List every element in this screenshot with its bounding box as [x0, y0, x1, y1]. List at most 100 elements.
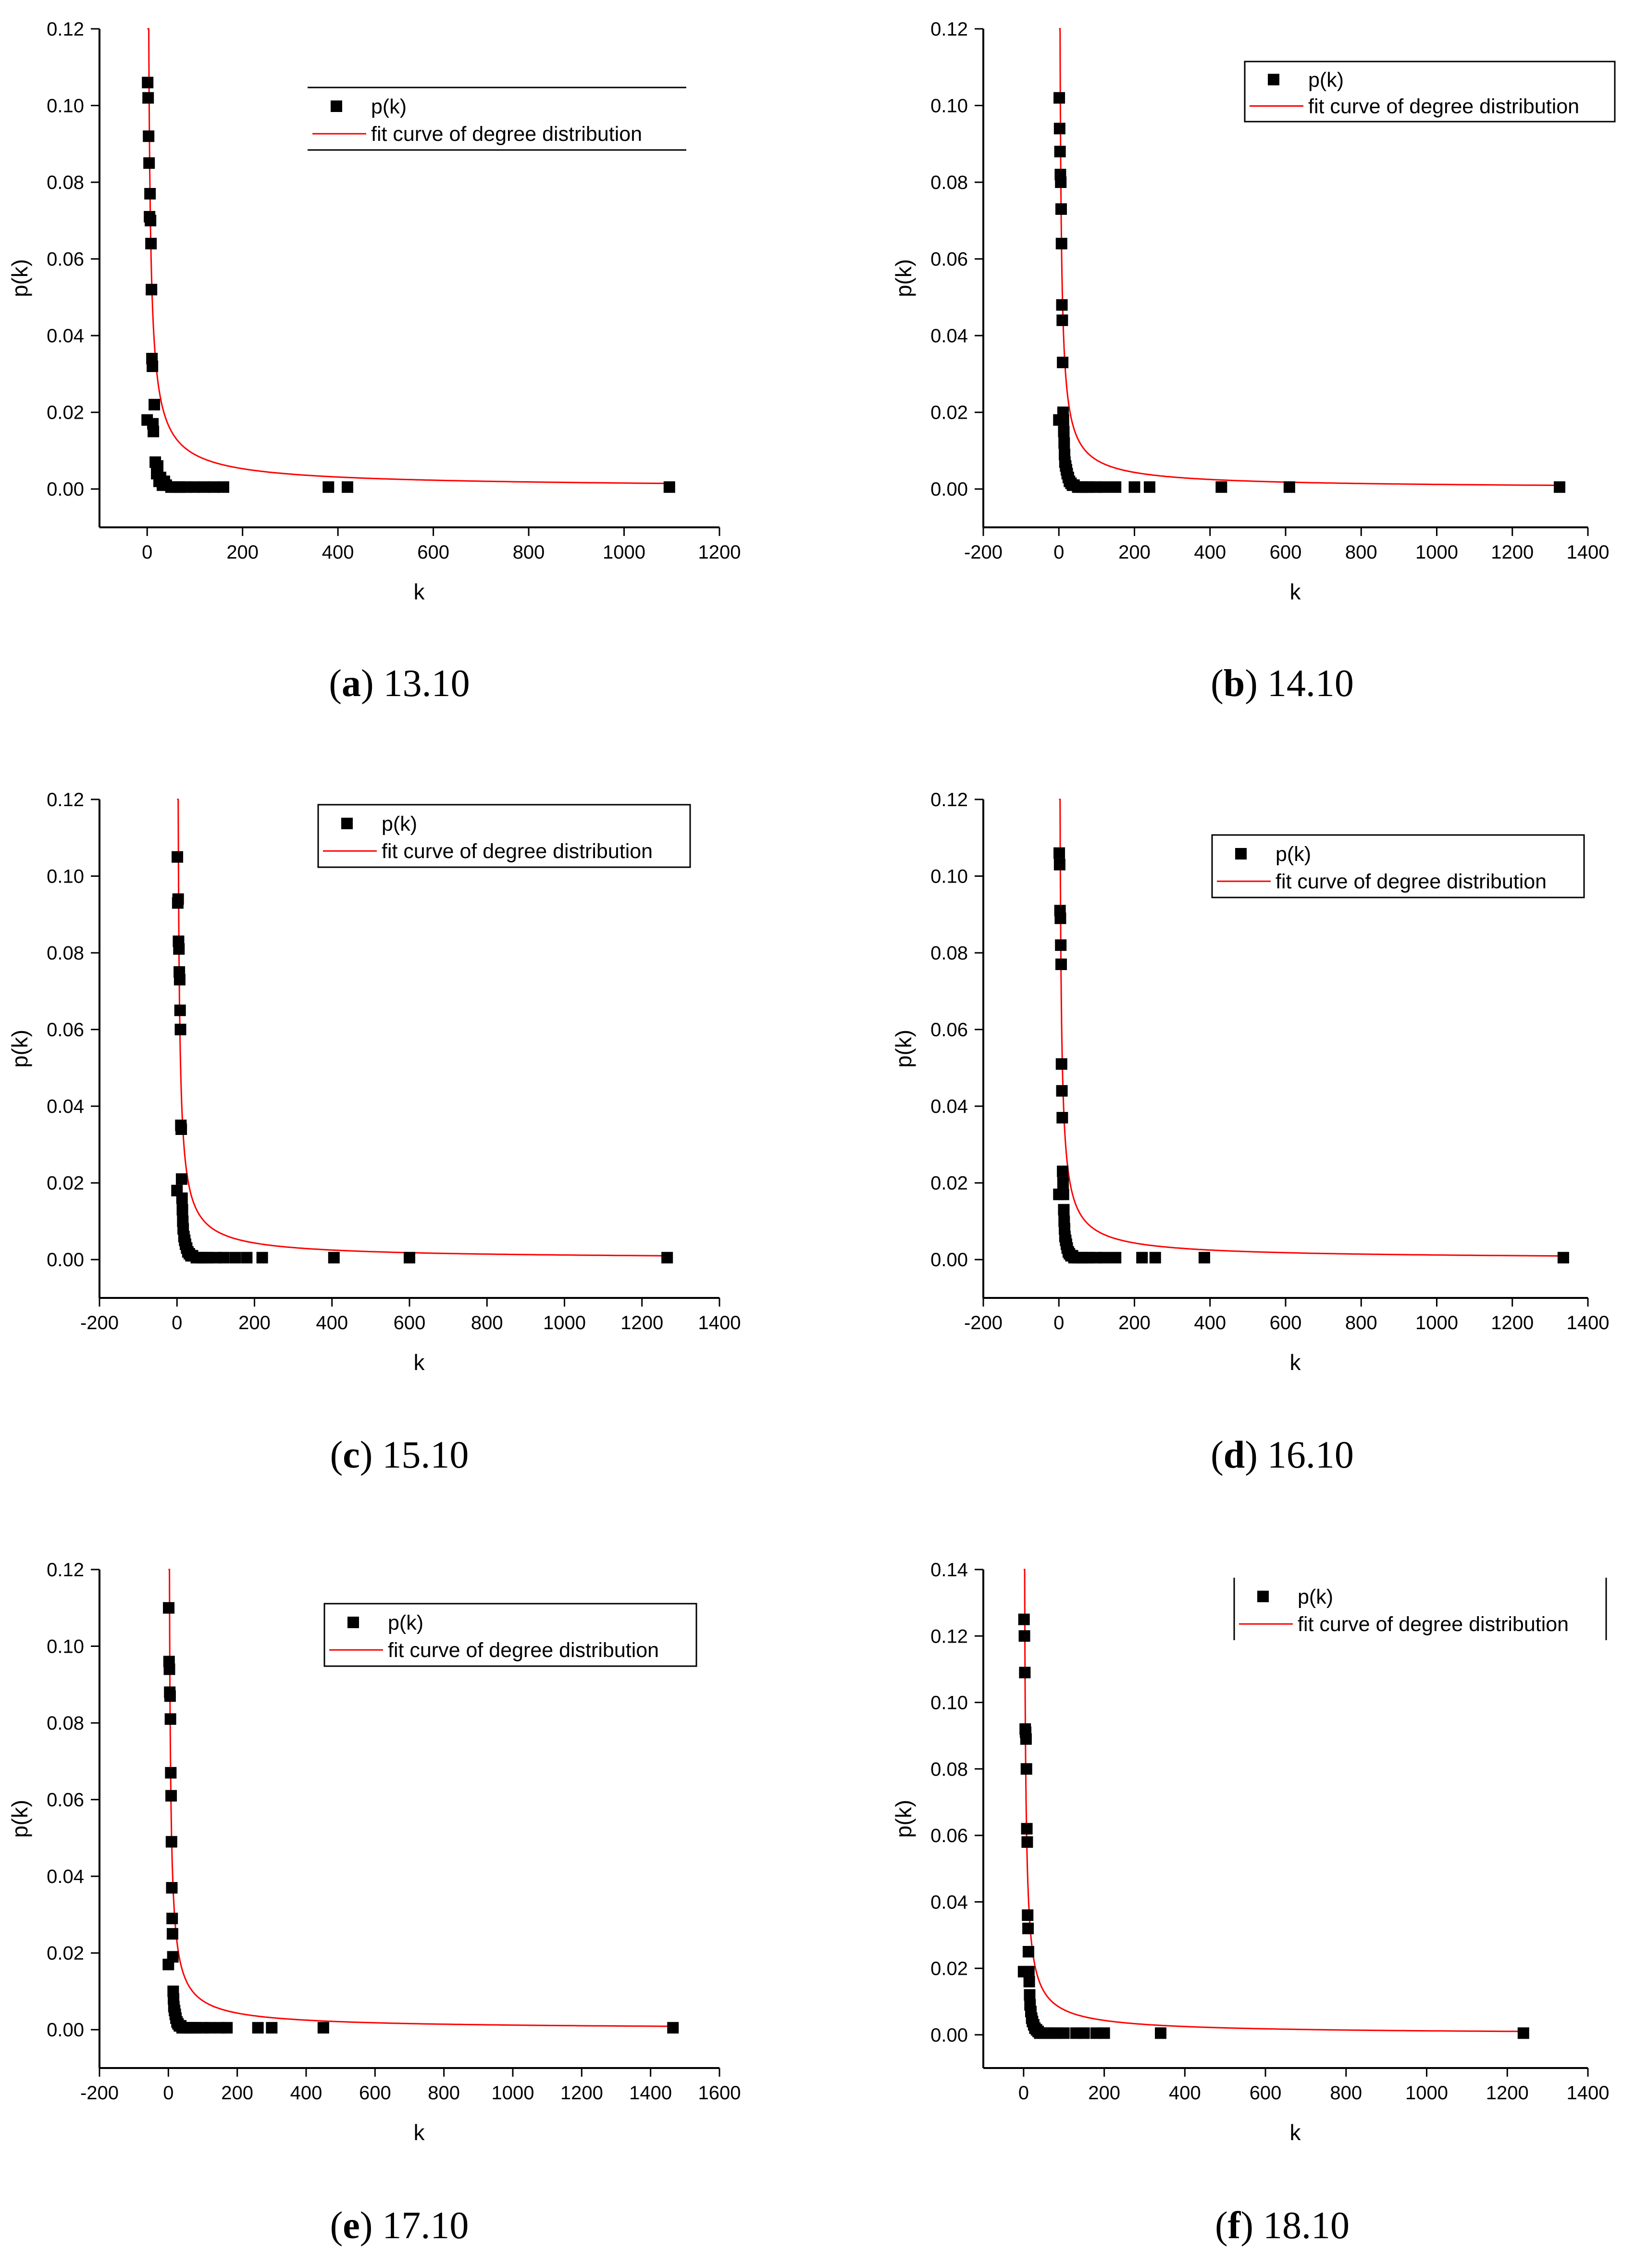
x-tick-label: 1200: [1491, 1312, 1534, 1333]
x-tick-label: 200: [226, 542, 259, 563]
panel-letter: b: [1224, 662, 1245, 705]
data-point: [1056, 1085, 1068, 1097]
x-tick-label: 200: [238, 1312, 271, 1333]
data-point: [404, 1252, 415, 1264]
data-point: [229, 1252, 241, 1264]
data-point: [165, 1836, 177, 1848]
panel-caption: (c) 15.10: [330, 1434, 469, 1476]
y-tick-label: 0.04: [930, 1892, 968, 1913]
y-tick-label: 0.10: [930, 1693, 968, 1714]
y-tick-label: 0.08: [930, 943, 968, 964]
data-point: [1053, 92, 1065, 104]
legend-entry-fit: fit curve of degree distribution: [382, 840, 653, 863]
legend-entry-fit: fit curve of degree distribution: [388, 1639, 659, 1662]
data-point: [1055, 203, 1067, 215]
y-axis-title: p(k): [891, 1800, 916, 1838]
x-tick-label: 1400: [629, 2082, 672, 2104]
x-tick-label: 600: [1270, 1312, 1302, 1333]
data-point: [1078, 2027, 1090, 2039]
data-point: [164, 1713, 176, 1725]
data-point: [172, 851, 184, 863]
y-tick-label: 0.02: [930, 1958, 968, 1980]
data-point: [1055, 939, 1067, 951]
data-point: [342, 481, 353, 493]
y-tick-label: 0.04: [47, 1866, 84, 1887]
x-tick-label: 1200: [1491, 542, 1534, 563]
y-axis-title: p(k): [891, 259, 916, 297]
legend-entry-pk: p(k): [1276, 843, 1311, 866]
data-point: [1021, 1836, 1033, 1848]
y-tick-label: 0.04: [47, 325, 84, 347]
data-point: [1143, 481, 1155, 493]
legend-marker-square: [341, 818, 353, 829]
data-point: [176, 1192, 188, 1204]
data-point: [1019, 1667, 1031, 1679]
data-point: [174, 1004, 186, 1016]
x-tick-label: 200: [1118, 1312, 1151, 1333]
y-tick-label: 0.12: [930, 19, 968, 40]
data-point: [1110, 1252, 1122, 1264]
data-point: [163, 1663, 175, 1675]
data-point: [1517, 2027, 1529, 2039]
y-tick-label: 0.00: [930, 1249, 968, 1271]
legend-entry-pk: p(k): [382, 812, 417, 835]
x-tick-label: 1000: [1415, 542, 1458, 563]
data-point: [218, 1252, 229, 1264]
data-point: [144, 188, 156, 200]
chart-panel-a: 0.00 0.02 0.04 0.06 0.08 0.10 0.12 0 200 400 600 80…: [7, 19, 741, 705]
data-point: [163, 1602, 175, 1614]
x-tick-label: 1400: [1567, 2082, 1610, 2104]
data-point: [1110, 481, 1122, 493]
y-axis-title: p(k): [7, 259, 32, 297]
data-point: [1020, 1763, 1032, 1775]
data-point: [1058, 437, 1070, 449]
data-point: [1022, 1909, 1034, 1921]
legend-entry-fit: fit curve of degree distribution: [371, 123, 642, 146]
data-point: [166, 1928, 178, 1940]
legend-marker-square: [1268, 74, 1279, 86]
data-point: [1022, 1946, 1034, 1958]
data-point: [1018, 1630, 1030, 1642]
data-point: [1021, 1823, 1033, 1835]
x-axis-title: k: [414, 579, 425, 604]
y-tick-label: 0.02: [930, 1173, 968, 1194]
x-tick-label: 800: [428, 2082, 460, 2104]
y-axis-title: p(k): [7, 1800, 32, 1838]
data-point: [173, 973, 186, 985]
x-tick-label: -200: [964, 542, 1003, 563]
data-point: [661, 1252, 673, 1264]
panel-caption: (b) 14.10: [1211, 662, 1354, 705]
data-point: [322, 481, 334, 493]
data-point: [241, 1252, 253, 1264]
data-point: [266, 2022, 278, 2034]
data-point: [1057, 356, 1069, 368]
x-tick-label: 1000: [1405, 2082, 1448, 2104]
fit-curve-line: [1059, 28, 1560, 486]
data-point: [1020, 1733, 1032, 1745]
x-tick-label: 1000: [543, 1312, 586, 1333]
x-tick-label: 1000: [1415, 1312, 1458, 1333]
data-point: [1098, 1252, 1110, 1264]
legend-entry-pk: p(k): [1308, 69, 1344, 92]
data-point: [1057, 1188, 1069, 1200]
data-point: [1056, 299, 1068, 311]
data-point: [175, 1173, 187, 1185]
x-axis-title: k: [414, 2120, 425, 2145]
data-point: [1057, 1177, 1069, 1189]
x-tick-label: -200: [80, 2082, 119, 2104]
x-tick-label: 1000: [492, 2082, 534, 2104]
y-tick-label: 0.02: [930, 402, 968, 424]
legend: p(k) fit curve of degree distribution: [317, 804, 691, 868]
x-axis-title: k: [1290, 1350, 1301, 1375]
x-tick-label: 0: [1053, 542, 1064, 563]
panel-letter: f: [1228, 2205, 1241, 2247]
y-tick-label: 0.08: [47, 172, 84, 193]
legend-entry-pk: p(k): [1298, 1585, 1333, 1608]
y-tick-label: 0.02: [47, 1943, 84, 1964]
x-tick-label: 200: [1118, 542, 1151, 563]
data-point: [1198, 1252, 1210, 1264]
x-tick-label: 400: [1194, 542, 1226, 563]
x-tick-label: 400: [1169, 2082, 1201, 2104]
x-tick-label: 0: [163, 2082, 173, 2104]
y-tick-label: 0.06: [47, 1790, 84, 1811]
